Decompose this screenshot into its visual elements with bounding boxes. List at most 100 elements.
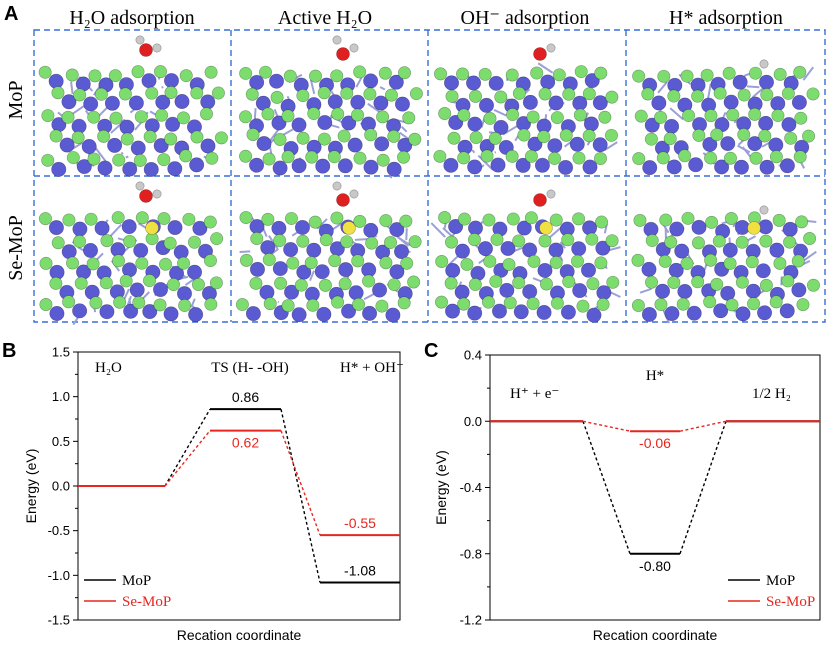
p-atom (460, 257, 474, 271)
p-atom (561, 233, 575, 247)
mo-atom (200, 94, 216, 110)
p-atom (308, 215, 322, 229)
p-atom (89, 296, 103, 310)
p-atom (549, 256, 563, 270)
p-atom (239, 253, 253, 267)
panel-letter: C (424, 340, 438, 362)
p-atom (262, 152, 276, 166)
p-atom (538, 87, 552, 101)
p-atom (296, 89, 310, 103)
p-atom (304, 256, 318, 270)
mo-atom (467, 305, 483, 321)
o-atom (336, 47, 350, 61)
mo-atom (61, 94, 77, 110)
column-title-active-h2o: Active H₂O (278, 7, 372, 29)
p-atom (549, 213, 563, 227)
mo-atom (516, 220, 532, 236)
p-atom (489, 274, 503, 288)
mo-atom (291, 307, 307, 323)
p-atom (457, 297, 471, 311)
mo-atom (386, 161, 402, 177)
column-title-oh-adsorption: OH⁻ adsorption (461, 7, 590, 29)
connector-mop (582, 421, 631, 554)
mo-atom (372, 282, 388, 298)
mo-atom (569, 136, 585, 152)
p-atom (726, 108, 740, 122)
mo-atom (48, 73, 64, 89)
p-atom (327, 150, 341, 164)
p-atom (723, 151, 737, 165)
legend-label: Se-MoP (766, 594, 815, 610)
mo-atom (51, 161, 67, 177)
p-atom (444, 276, 458, 290)
mo-atom (176, 286, 192, 302)
p-atom (259, 65, 273, 79)
p-atom (164, 132, 178, 146)
mo-atom (758, 115, 774, 131)
p-atom (796, 298, 810, 312)
p-atom (177, 256, 191, 270)
y-tick-label: -0.4 (460, 480, 482, 495)
mo-atom (467, 116, 483, 132)
p-atom (512, 234, 526, 248)
p-atom (283, 69, 297, 83)
mo-atom (477, 241, 493, 257)
mo-atom (560, 304, 576, 320)
p-atom (482, 213, 496, 227)
p-atom (571, 254, 585, 268)
p-atom (318, 278, 332, 292)
bond (108, 223, 123, 238)
state-label: TS (H- -OH) (211, 360, 288, 376)
p-atom (512, 86, 526, 100)
mo-atom (385, 307, 401, 323)
mo-atom (373, 95, 389, 111)
p-atom (331, 295, 345, 309)
h-atom (349, 43, 359, 53)
mo-atom (547, 138, 563, 154)
p-atom (328, 254, 342, 268)
structure-cell (433, 43, 619, 175)
mo-atom (283, 242, 299, 258)
p-atom (447, 131, 461, 145)
p-atom (654, 298, 668, 312)
p-atom (61, 110, 75, 124)
p-atom (337, 129, 351, 143)
p-atom (524, 211, 538, 225)
p-atom (281, 150, 295, 164)
mo-atom (779, 303, 795, 319)
mo-atom (714, 159, 730, 175)
p-atom (456, 67, 470, 81)
structure-cell (38, 35, 228, 177)
p-atom (317, 86, 331, 100)
p-atom (362, 274, 376, 288)
p-atom (582, 129, 596, 143)
connector-mop (679, 421, 727, 554)
mo-atom (641, 261, 657, 277)
p-atom (641, 87, 655, 101)
p-atom (759, 278, 773, 292)
mo-atom (720, 136, 736, 152)
p-atom (281, 109, 295, 123)
p-atom (593, 152, 607, 166)
p-atom (783, 235, 797, 249)
p-atom (435, 295, 449, 309)
p-atom (62, 295, 76, 309)
mo-atom (107, 137, 123, 153)
mo-atom (316, 306, 332, 322)
p-atom (605, 234, 619, 248)
h-atom (349, 189, 359, 199)
p-atom (632, 69, 646, 83)
p-atom (691, 275, 705, 289)
p-atom (338, 277, 352, 291)
p-atom (262, 253, 276, 267)
p-atom (490, 232, 504, 246)
p-atom (724, 211, 738, 225)
bond (802, 66, 815, 81)
p-atom (74, 276, 88, 290)
mo-atom (782, 221, 798, 237)
p-atom (794, 111, 808, 125)
p-atom (737, 128, 751, 142)
bond (477, 154, 494, 171)
p-atom (488, 131, 502, 145)
p-atom (38, 212, 52, 226)
